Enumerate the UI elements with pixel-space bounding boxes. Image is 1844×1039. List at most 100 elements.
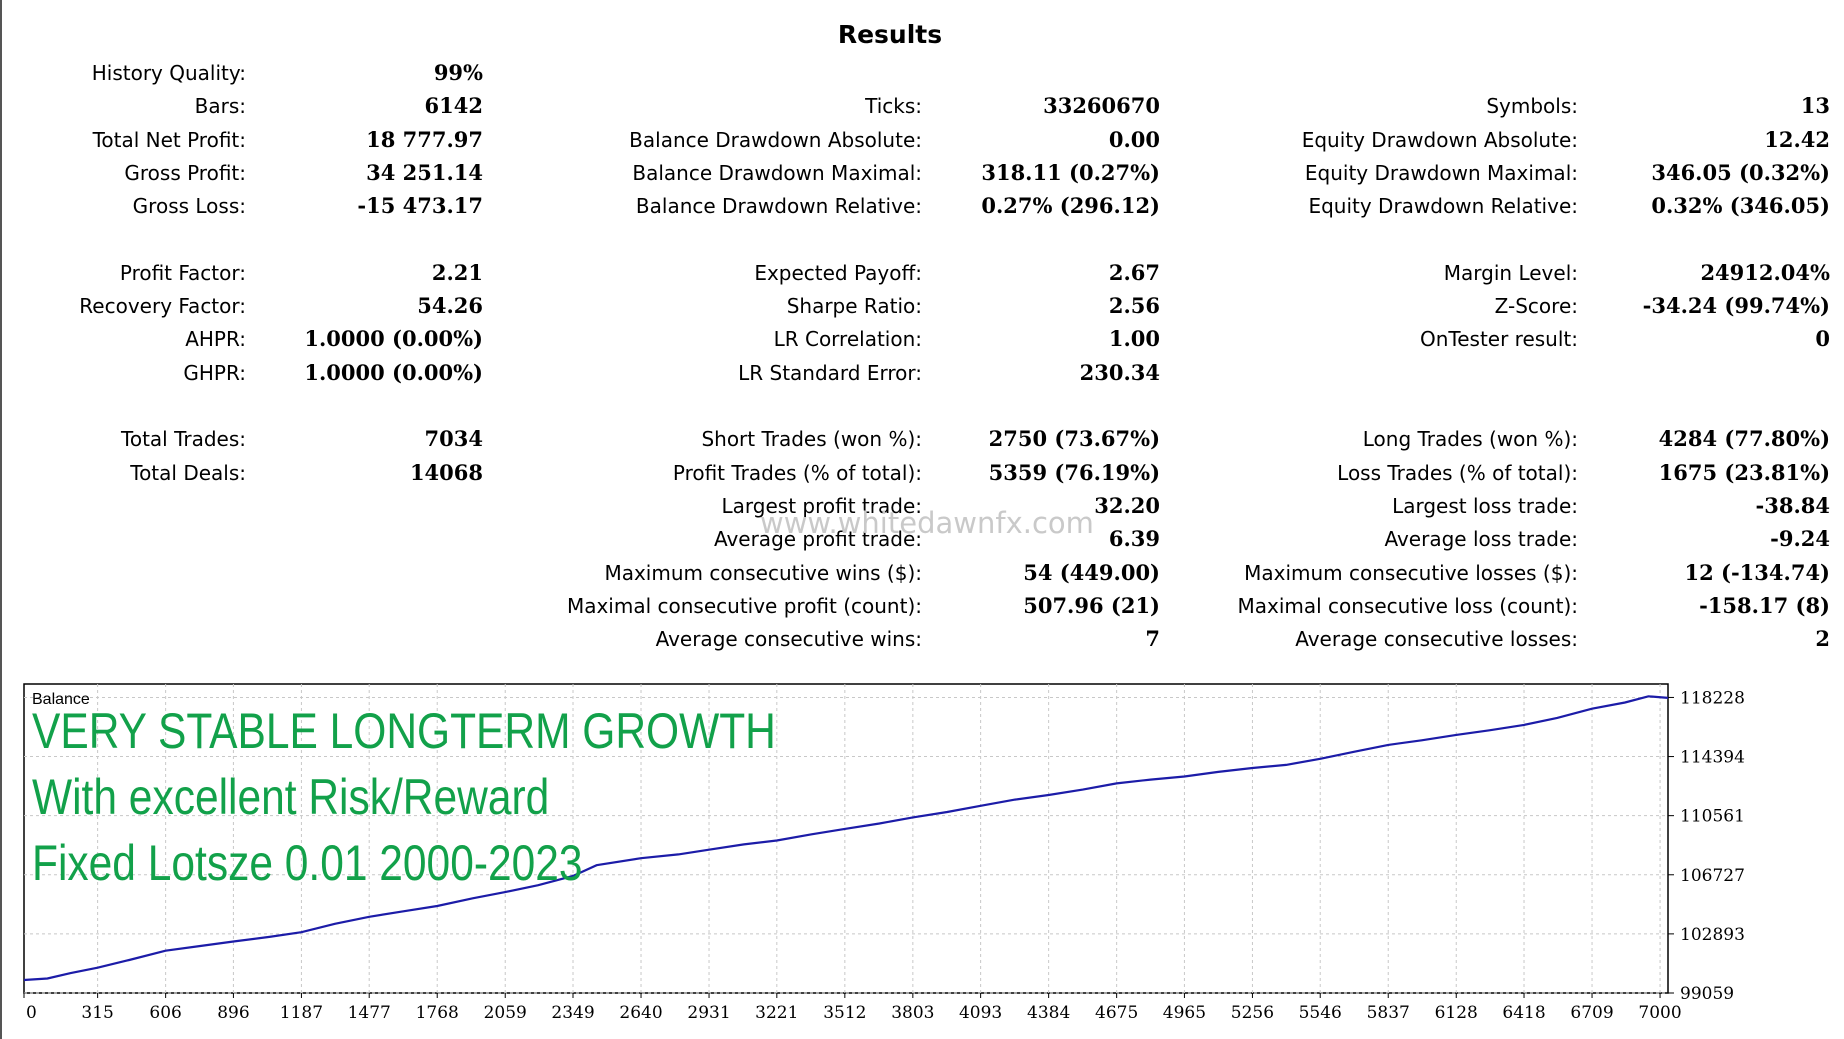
col2-value: 0.00 [1108, 126, 1160, 152]
col2-label: Maximum consecutive wins ($): [604, 560, 922, 585]
col3-value: 0 [1815, 326, 1830, 352]
col1-value: 54.26 [417, 293, 483, 319]
col2-label: LR Correlation: [773, 327, 922, 352]
col3-value: 1675 (23.81%) [1658, 459, 1830, 485]
col1-value: 7034 [424, 426, 483, 452]
col3-value: 12.42 [1764, 126, 1830, 152]
col1-label: GHPR: [183, 360, 246, 385]
col2-label: LR Standard Error: [738, 360, 922, 385]
col3-label: Average consecutive losses: [1295, 627, 1578, 652]
x-tick-label: 1477 [348, 1003, 391, 1023]
y-tick-label: 110561 [1680, 807, 1745, 827]
col1-label: Recovery Factor: [79, 294, 246, 319]
col2-value: 2.56 [1108, 293, 1160, 319]
col3-label: Z-Score: [1494, 294, 1578, 319]
col1-value: 6142 [424, 93, 483, 119]
col1-value: 34 251.14 [366, 159, 483, 185]
col2-value: 1.00 [1108, 326, 1160, 352]
col3-label: Maximal consecutive loss (count): [1237, 593, 1578, 618]
y-tick-label: 106727 [1680, 866, 1745, 886]
col1-label: Bars: [194, 94, 246, 119]
x-tick-label: 5837 [1367, 1003, 1410, 1023]
overlay-annotation: VERY STABLE LONGTERM GROWTH With excelle… [32, 698, 776, 896]
x-tick-label: 606 [149, 1003, 181, 1023]
col2-label: Balance Drawdown Relative: [635, 194, 922, 219]
x-tick-label: 5546 [1299, 1003, 1342, 1023]
overlay-line-3: Fixed Lotsze 0.01 2000-2023 [32, 835, 583, 891]
x-axis-ticks: 0 315 606 896 1187 1477 1768 2059 2349 2640 2931 32… [23, 993, 1682, 1023]
col3-value: 24912.04% [1700, 259, 1830, 285]
col1-value: 2.21 [431, 259, 483, 285]
col1-value: -15 473.17 [357, 193, 483, 219]
results-title: Results [837, 20, 943, 49]
balance-series-line [23, 695, 1669, 982]
x-tick-label: 3221 [755, 1003, 798, 1023]
x-tick-label: 2349 [551, 1003, 594, 1023]
col3-label: Margin Level: [1443, 260, 1578, 285]
col2-label: Balance Drawdown Absolute: [629, 127, 922, 152]
col3-label: Maximum consecutive losses ($): [1244, 560, 1578, 585]
col1-label: History Quality: [91, 61, 246, 85]
x-tick-label: 1768 [416, 1003, 459, 1023]
x-tick-label: 7000 [1638, 1003, 1681, 1023]
col3-value: -38.84 [1755, 492, 1830, 518]
col1-value: 99% [433, 60, 483, 85]
x-tick-label: 315 [81, 1003, 113, 1023]
col2-value: 318.11 (0.27%) [981, 159, 1160, 185]
col1-label: Total Deals: [130, 460, 246, 485]
col3-value: -34.24 (99.74%) [1642, 293, 1830, 319]
x-tick-label: 1187 [280, 1003, 323, 1023]
col3-value: -9.24 [1770, 526, 1830, 552]
x-tick-label: 6709 [1570, 1003, 1613, 1023]
col2-label: Short Trades (won %): [701, 427, 922, 452]
col3-value: 12 (-134.74) [1684, 559, 1831, 585]
chart-grid [24, 684, 1668, 994]
col1-value: 1.0000 (0.00%) [304, 359, 483, 385]
col2-label: Maximal consecutive profit (count): [566, 593, 922, 618]
col1-label: Profit Factor: [119, 260, 246, 285]
col3-value: 0.32% (346.05) [1651, 193, 1830, 219]
x-tick-label: 896 [217, 1003, 249, 1023]
col1-label: Total Trades: [121, 427, 246, 452]
col2-value: 2750 (73.67%) [988, 426, 1160, 452]
x-tick-label: 6418 [1502, 1003, 1545, 1023]
col3-label: Largest loss trade: [1392, 493, 1578, 518]
col2-value: 507.96 (21) [1023, 592, 1160, 618]
overlay-line-1: VERY STABLE LONGTERM GROWTH [32, 703, 776, 759]
col2-label: Expected Payoff: [754, 260, 922, 285]
chart-plot-area [23, 683, 1669, 994]
col3-value: 346.05 (0.32%) [1651, 159, 1830, 185]
x-tick-label: 3512 [823, 1003, 866, 1023]
col1-value: 1.0000 (0.00%) [304, 326, 483, 352]
col3-label: Equity Drawdown Relative: [1308, 194, 1578, 219]
col3-label: Equity Drawdown Absolute: [1301, 127, 1578, 152]
col1-label: Gross Profit: [124, 160, 246, 185]
col1-label: Gross Loss: [132, 194, 246, 219]
x-tick-label: 6128 [1435, 1003, 1478, 1023]
window-left-edge [0, 0, 2, 1039]
col2-value: 32.20 [1094, 492, 1160, 518]
col2-value: 5359 (76.19%) [988, 459, 1160, 485]
col1-label: Total Net Profit: [92, 127, 246, 152]
y-tick-label: 102893 [1680, 925, 1745, 945]
col2-value: 54 (449.00) [1023, 559, 1160, 585]
col2-value: 2.67 [1108, 259, 1160, 285]
col2-label: Ticks: [865, 94, 922, 119]
x-tick-label: 0 [26, 1003, 37, 1023]
col1-label: AHPR: [185, 327, 246, 352]
col1-value: 14068 [409, 459, 483, 485]
y-tick-label: 99059 [1680, 984, 1734, 1004]
x-tick-label: 5256 [1231, 1003, 1274, 1023]
col3-label: Average loss trade: [1384, 527, 1578, 552]
col2-value: 6.39 [1108, 526, 1160, 552]
x-tick-label: 2059 [484, 1003, 527, 1023]
col2-value: 33260670 [1043, 93, 1160, 119]
x-tick-label: 2640 [619, 1003, 662, 1023]
x-tick-label: 4965 [1163, 1003, 1206, 1023]
col3-value: 2 [1815, 626, 1830, 652]
x-tick-label: 4675 [1095, 1003, 1138, 1023]
col2-label: Average consecutive wins: [655, 627, 922, 652]
col3-value: 4284 (77.80%) [1658, 426, 1830, 452]
chart-title: Balance [32, 691, 90, 708]
